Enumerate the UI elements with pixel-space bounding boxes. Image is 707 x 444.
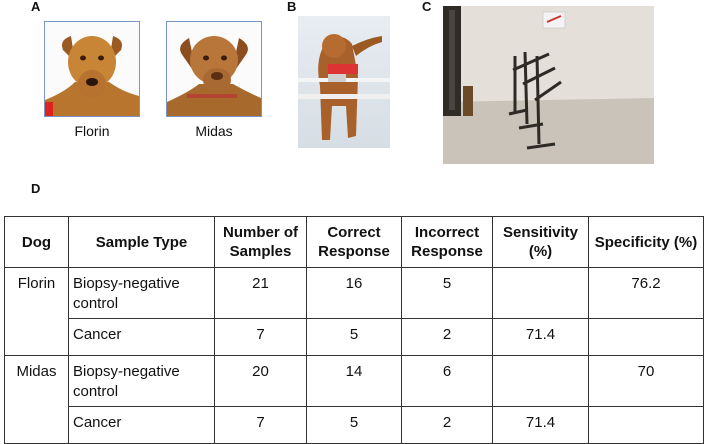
dog-at-station-photo (298, 16, 390, 148)
dog-cell: Midas (4, 355, 69, 444)
header-incorrect-response: Incorrect Response (401, 216, 493, 268)
sensitivity-cell (492, 355, 589, 407)
specificity-cell: 76.2 (588, 267, 704, 319)
table-header-row: Dog Sample Type Number of Samples Correc… (4, 216, 704, 268)
header-sample-type: Sample Type (68, 216, 215, 268)
correct-cell: 5 (306, 318, 402, 356)
sample-type-cell: Biopsy-negative control (68, 355, 215, 407)
number-cell: 20 (214, 355, 307, 407)
sample-type-cell: Biopsy-negative control (68, 267, 215, 319)
results-table: Dog Sample Type Number of Samples Correc… (4, 216, 704, 444)
correct-cell: 14 (306, 355, 402, 407)
header-sensitivity: Sensitivity (%) (492, 216, 589, 268)
panel-label-d: D (31, 181, 41, 196)
table-row: Cancer 7 5 2 71.4 (5, 318, 704, 356)
table-row: Florin Biopsy-negative control 21 16 5 7… (4, 267, 704, 356)
sensitivity-cell (492, 267, 589, 319)
incorrect-cell: 2 (401, 318, 493, 356)
header-correct-response: Correct Response (306, 216, 402, 268)
header-number-of-samples: Number of Samples (214, 216, 307, 268)
panel-label-a: A (31, 0, 41, 14)
sample-type-cell: Cancer (68, 318, 215, 356)
header-dog: Dog (4, 216, 69, 268)
number-cell: 21 (214, 267, 307, 319)
midas-photo (166, 21, 262, 117)
incorrect-cell: 5 (401, 267, 493, 319)
correct-cell: 16 (306, 267, 402, 319)
dog-cell: Florin (4, 267, 69, 356)
florin-photo (44, 21, 140, 117)
specificity-cell: 70 (588, 355, 704, 407)
sensitivity-cell: 71.4 (492, 318, 589, 356)
testing-room-photo (443, 6, 654, 164)
table-row: Midas Biopsy-negative control 20 14 6 70 (4, 355, 704, 444)
florin-caption: Florin (74, 123, 110, 139)
incorrect-cell: 6 (401, 355, 493, 407)
header-specificity: Specificity (%) (588, 216, 704, 268)
specificity-cell (588, 318, 704, 356)
number-cell: 7 (214, 318, 307, 356)
panel-label-b: B (287, 0, 297, 14)
midas-caption: Midas (195, 123, 233, 139)
panel-label-c: C (422, 0, 432, 14)
